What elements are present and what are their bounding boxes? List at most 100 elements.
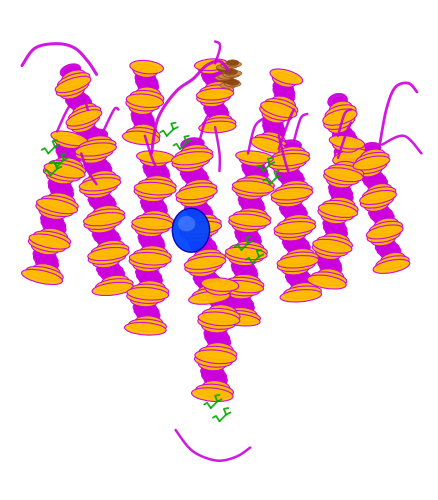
Ellipse shape: [339, 158, 357, 171]
Ellipse shape: [136, 214, 173, 226]
Ellipse shape: [194, 249, 220, 262]
Ellipse shape: [97, 258, 116, 271]
Ellipse shape: [318, 204, 357, 218]
Ellipse shape: [373, 212, 393, 224]
Ellipse shape: [33, 248, 56, 262]
Ellipse shape: [58, 150, 81, 164]
Ellipse shape: [214, 75, 231, 80]
Ellipse shape: [361, 171, 382, 183]
Ellipse shape: [133, 64, 157, 78]
Ellipse shape: [274, 77, 291, 90]
Ellipse shape: [91, 244, 128, 257]
Ellipse shape: [279, 290, 321, 302]
Ellipse shape: [207, 108, 228, 120]
Ellipse shape: [328, 182, 350, 195]
Ellipse shape: [271, 96, 295, 110]
Ellipse shape: [364, 198, 388, 211]
Ellipse shape: [201, 278, 238, 291]
Ellipse shape: [361, 168, 378, 180]
Ellipse shape: [274, 225, 311, 237]
Ellipse shape: [82, 130, 102, 144]
Ellipse shape: [327, 118, 350, 133]
Ellipse shape: [286, 248, 313, 261]
Ellipse shape: [139, 235, 163, 248]
Ellipse shape: [262, 120, 284, 134]
Ellipse shape: [334, 150, 357, 164]
Ellipse shape: [189, 208, 212, 220]
Ellipse shape: [223, 72, 239, 78]
Ellipse shape: [269, 69, 302, 84]
Ellipse shape: [140, 154, 167, 166]
Ellipse shape: [92, 227, 115, 239]
Ellipse shape: [283, 286, 321, 298]
Ellipse shape: [264, 113, 281, 126]
Ellipse shape: [41, 196, 78, 210]
Ellipse shape: [360, 194, 393, 208]
Ellipse shape: [80, 150, 107, 163]
Ellipse shape: [193, 268, 212, 280]
Ellipse shape: [331, 98, 347, 112]
Ellipse shape: [75, 143, 116, 156]
Ellipse shape: [224, 81, 240, 86]
Ellipse shape: [206, 377, 226, 390]
Ellipse shape: [236, 178, 274, 190]
Ellipse shape: [183, 218, 221, 231]
Ellipse shape: [138, 189, 165, 202]
Ellipse shape: [250, 138, 286, 154]
Ellipse shape: [204, 98, 221, 110]
Ellipse shape: [324, 214, 342, 227]
Ellipse shape: [229, 214, 270, 226]
Ellipse shape: [240, 238, 259, 250]
Ellipse shape: [330, 190, 352, 203]
Ellipse shape: [83, 212, 125, 226]
Ellipse shape: [57, 138, 76, 151]
Ellipse shape: [67, 94, 89, 108]
Ellipse shape: [328, 186, 352, 199]
Ellipse shape: [32, 241, 58, 255]
Ellipse shape: [66, 110, 102, 126]
Ellipse shape: [327, 94, 346, 108]
Ellipse shape: [73, 104, 96, 118]
Ellipse shape: [205, 82, 229, 93]
Ellipse shape: [64, 67, 81, 80]
Ellipse shape: [147, 207, 166, 220]
Ellipse shape: [199, 85, 233, 96]
Ellipse shape: [136, 150, 174, 164]
Ellipse shape: [60, 154, 79, 167]
Ellipse shape: [198, 312, 239, 326]
Ellipse shape: [290, 246, 309, 258]
Ellipse shape: [134, 305, 159, 318]
Ellipse shape: [280, 252, 318, 264]
Ellipse shape: [332, 122, 348, 137]
Ellipse shape: [194, 59, 228, 70]
Ellipse shape: [201, 66, 219, 77]
Ellipse shape: [283, 238, 308, 251]
Ellipse shape: [76, 122, 93, 135]
Ellipse shape: [184, 229, 212, 241]
Ellipse shape: [323, 114, 354, 130]
Ellipse shape: [144, 242, 163, 254]
Ellipse shape: [218, 76, 230, 82]
Ellipse shape: [176, 160, 203, 172]
Ellipse shape: [241, 201, 264, 213]
Ellipse shape: [141, 193, 160, 205]
Ellipse shape: [198, 278, 221, 290]
Ellipse shape: [207, 289, 230, 302]
Ellipse shape: [88, 252, 125, 264]
Ellipse shape: [43, 166, 80, 181]
Ellipse shape: [376, 243, 398, 256]
Ellipse shape: [180, 138, 204, 150]
Ellipse shape: [228, 297, 253, 309]
Ellipse shape: [29, 234, 70, 249]
Ellipse shape: [79, 140, 111, 155]
Ellipse shape: [226, 278, 263, 289]
Ellipse shape: [132, 105, 149, 118]
Ellipse shape: [67, 114, 99, 130]
Ellipse shape: [316, 236, 352, 250]
Ellipse shape: [192, 288, 229, 300]
Ellipse shape: [229, 308, 256, 320]
Ellipse shape: [239, 191, 258, 202]
Ellipse shape: [332, 148, 366, 165]
Ellipse shape: [217, 74, 234, 79]
Ellipse shape: [127, 288, 168, 300]
